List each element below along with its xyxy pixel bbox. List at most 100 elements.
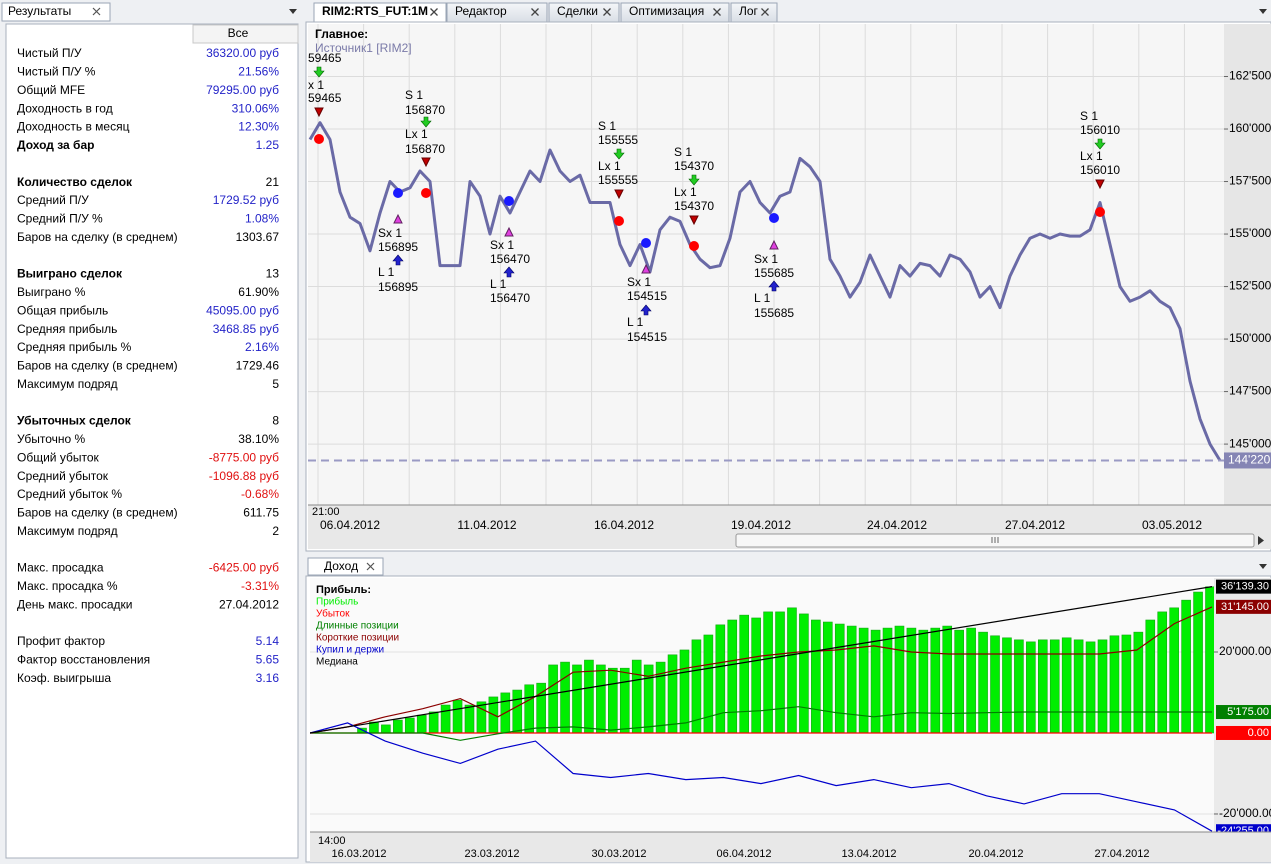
row-value: 8: [272, 414, 279, 428]
price-axis: [1224, 24, 1271, 505]
profit-bar: [667, 654, 678, 734]
profit-bar: [787, 607, 797, 734]
tab-label: Редактор: [455, 4, 507, 18]
income-tab-label: Доход: [324, 559, 358, 573]
dropdown-arrow[interactable]: [1259, 564, 1267, 569]
row-value: 310.06%: [232, 101, 280, 115]
profit-bar: [548, 664, 558, 734]
exit-marker: [1095, 179, 1105, 190]
trade-annotation: Lx 1: [405, 127, 428, 141]
tab-label: Оптимизация: [629, 4, 704, 18]
profit-bar: [572, 664, 582, 734]
tab-label: RIM2:RTS_FUT:1M: [322, 4, 428, 18]
trade-annotation: L 1: [754, 291, 771, 305]
tab-label: Сделки: [557, 4, 598, 18]
end-label: 5'175.00: [1227, 706, 1269, 718]
close-icon[interactable]: [603, 8, 611, 16]
profit-bar: [1109, 635, 1120, 734]
row-label: Профит фактор: [17, 634, 105, 648]
dropdown-arrow[interactable]: [1259, 9, 1267, 14]
row-label: Доходность в месяц: [17, 120, 130, 134]
close-icon[interactable]: [430, 8, 438, 16]
profit-bar: [381, 724, 391, 734]
dropdown-arrow[interactable]: [289, 9, 297, 14]
close-icon[interactable]: [713, 8, 721, 16]
x-tick-label: 27.04.2012: [1094, 848, 1149, 860]
profit-bar: [404, 717, 415, 734]
profit-bar: [763, 611, 773, 734]
trade-dot: [504, 196, 514, 206]
legend-entry: Убыток: [316, 608, 350, 620]
profit-bar: [440, 704, 451, 734]
profit-bar: [990, 635, 1000, 734]
row-label: Максимум подряд: [17, 377, 118, 391]
row-label: Доходность в год: [17, 101, 113, 115]
y-tick-label: 155'000: [1229, 226, 1271, 240]
profit-bar: [393, 719, 403, 734]
row-label: Макс. просадка %: [17, 579, 118, 593]
time-axis: [310, 832, 1271, 862]
trade-annotation: 155685: [754, 306, 794, 320]
buy-arrow: [768, 280, 780, 292]
legend-entry: Прибыль: [316, 596, 358, 608]
row-label: Убыточно %: [17, 432, 86, 446]
trade-annotation: 156470: [490, 252, 530, 266]
profit-bar: [799, 613, 809, 734]
legend-entry: Длинные позиции: [316, 621, 399, 632]
close-icon[interactable]: [366, 562, 375, 571]
scroll-right[interactable]: [1258, 536, 1264, 545]
close-icon[interactable]: [92, 7, 101, 16]
row-label: Фактор восстановления: [17, 653, 150, 667]
y-tick-label: 160'000: [1229, 121, 1271, 135]
close-icon[interactable]: [531, 8, 539, 16]
exit-marker: [421, 157, 431, 168]
trade-annotation: 156895: [378, 240, 418, 254]
row-label: Средний убыток: [17, 469, 109, 483]
profit-bar: [978, 631, 988, 734]
income-tab[interactable]: [307, 557, 384, 576]
profit-bar: [631, 659, 642, 734]
profit-bar: [596, 664, 606, 734]
y-tick-label: 152'500: [1229, 279, 1271, 293]
trade-annotation: 154515: [627, 289, 667, 303]
row-label: Убыточных сделок: [17, 414, 132, 428]
profit-bar: [834, 623, 845, 734]
trade-annotation: 59465: [308, 91, 342, 105]
row-value: 21.56%: [238, 65, 279, 79]
sell-arrow: [1094, 138, 1106, 150]
results-tab[interactable]: [1, 2, 111, 22]
trade-annotation: 59465: [308, 51, 342, 65]
profit-bar: [811, 619, 821, 734]
trade-annotation: 154515: [627, 330, 667, 344]
row-label: Средний П/У %: [17, 212, 103, 226]
profit-bar: [882, 627, 893, 734]
exit-marker: [504, 226, 514, 237]
x-tick-label: 27.04.2012: [1005, 518, 1065, 532]
row-value: -6425.00 руб: [209, 561, 279, 575]
profit-bar: [918, 629, 929, 734]
close-icon[interactable]: [761, 8, 769, 16]
row-label: Баров на сделку (в среднем): [17, 506, 178, 520]
row-value: -8775.00 руб: [209, 450, 279, 464]
trade-annotation: 154370: [674, 199, 714, 213]
trade-annotation: L 1: [490, 277, 507, 291]
row-value: 13: [266, 267, 280, 281]
profit-bar: [1145, 619, 1156, 734]
profit-bar: [823, 621, 833, 734]
sell-arrow: [420, 116, 432, 128]
end-label: 31'145.00: [1221, 601, 1269, 613]
row-value: 36320.00 руб: [206, 46, 279, 60]
x-tick-label: 24.04.2012: [867, 518, 927, 532]
trade-annotation: 156870: [405, 103, 445, 117]
y-tick-label: 147'500: [1229, 384, 1271, 398]
row-label: Макс. просадка: [17, 561, 104, 575]
trade-annotation: Sx 1: [627, 275, 651, 289]
profit-bar: [452, 699, 463, 734]
row-label: Выиграно %: [17, 285, 86, 299]
income-line: [310, 706, 1212, 741]
row-label: Средняя прибыль %: [17, 340, 132, 354]
row-value: 5.14: [256, 634, 280, 648]
row-value: 1729.46: [236, 359, 280, 373]
